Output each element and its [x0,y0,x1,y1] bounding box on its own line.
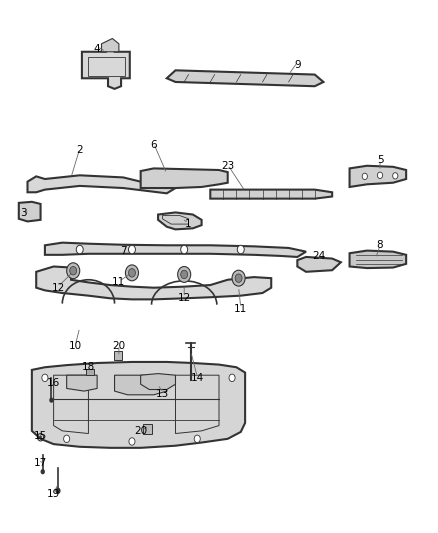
Circle shape [181,245,187,254]
Text: 12: 12 [51,282,64,293]
Text: 6: 6 [150,140,157,150]
Text: 13: 13 [156,389,169,399]
PathPatch shape [82,44,130,89]
Circle shape [232,270,245,286]
PathPatch shape [350,251,406,268]
Text: 23: 23 [221,161,234,171]
Circle shape [378,172,383,179]
PathPatch shape [167,70,323,86]
PathPatch shape [45,243,306,257]
PathPatch shape [297,257,341,272]
Circle shape [235,274,242,282]
PathPatch shape [350,166,406,187]
Text: 20: 20 [112,341,125,351]
Circle shape [181,270,187,279]
Circle shape [67,263,80,279]
Circle shape [229,374,235,382]
Circle shape [76,245,83,254]
Text: 12: 12 [177,293,191,303]
Circle shape [64,435,70,442]
Text: 15: 15 [34,431,47,441]
PathPatch shape [67,375,97,391]
Polygon shape [102,38,119,52]
Text: 17: 17 [34,458,47,467]
Text: 16: 16 [47,378,60,388]
Circle shape [55,488,60,494]
Circle shape [362,173,367,180]
Circle shape [194,435,200,442]
Text: 8: 8 [377,240,383,251]
Text: 4: 4 [94,44,100,54]
Circle shape [178,266,191,282]
Text: 11: 11 [112,277,126,287]
Bar [143,424,152,433]
Text: 24: 24 [312,251,326,261]
PathPatch shape [36,266,271,300]
Circle shape [49,398,53,403]
PathPatch shape [28,175,176,193]
PathPatch shape [141,168,228,188]
Circle shape [42,374,48,382]
Circle shape [392,173,398,179]
Circle shape [70,266,77,275]
Text: 10: 10 [69,341,82,351]
Text: 7: 7 [120,246,127,256]
Text: 2: 2 [76,145,83,155]
PathPatch shape [19,202,41,221]
Circle shape [41,469,45,474]
Circle shape [125,265,138,281]
Text: 5: 5 [377,156,383,165]
Text: 1: 1 [185,219,192,229]
Text: 19: 19 [47,489,60,499]
Circle shape [237,245,244,254]
Circle shape [128,245,135,254]
PathPatch shape [115,375,167,395]
Bar [86,369,94,375]
PathPatch shape [141,374,176,390]
Circle shape [39,435,42,439]
Text: 11: 11 [234,304,247,314]
Text: 3: 3 [20,208,26,219]
Circle shape [128,269,135,277]
PathPatch shape [158,213,201,229]
Text: 18: 18 [82,362,95,372]
PathPatch shape [32,362,245,448]
Bar [114,351,122,360]
PathPatch shape [210,190,332,199]
Circle shape [129,438,135,445]
Text: 14: 14 [191,373,204,383]
Text: 9: 9 [294,60,300,70]
Text: 20: 20 [134,426,147,436]
